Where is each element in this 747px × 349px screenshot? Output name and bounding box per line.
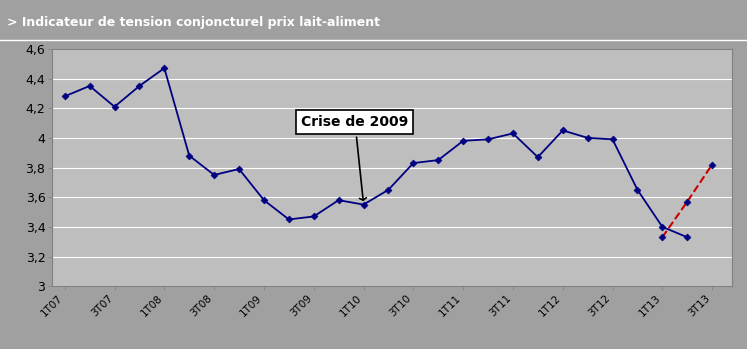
Text: Crise de 2009: Crise de 2009 <box>301 115 409 200</box>
Text: > Indicateur de tension conjoncturel prix lait-aliment: > Indicateur de tension conjoncturel pri… <box>7 16 380 29</box>
